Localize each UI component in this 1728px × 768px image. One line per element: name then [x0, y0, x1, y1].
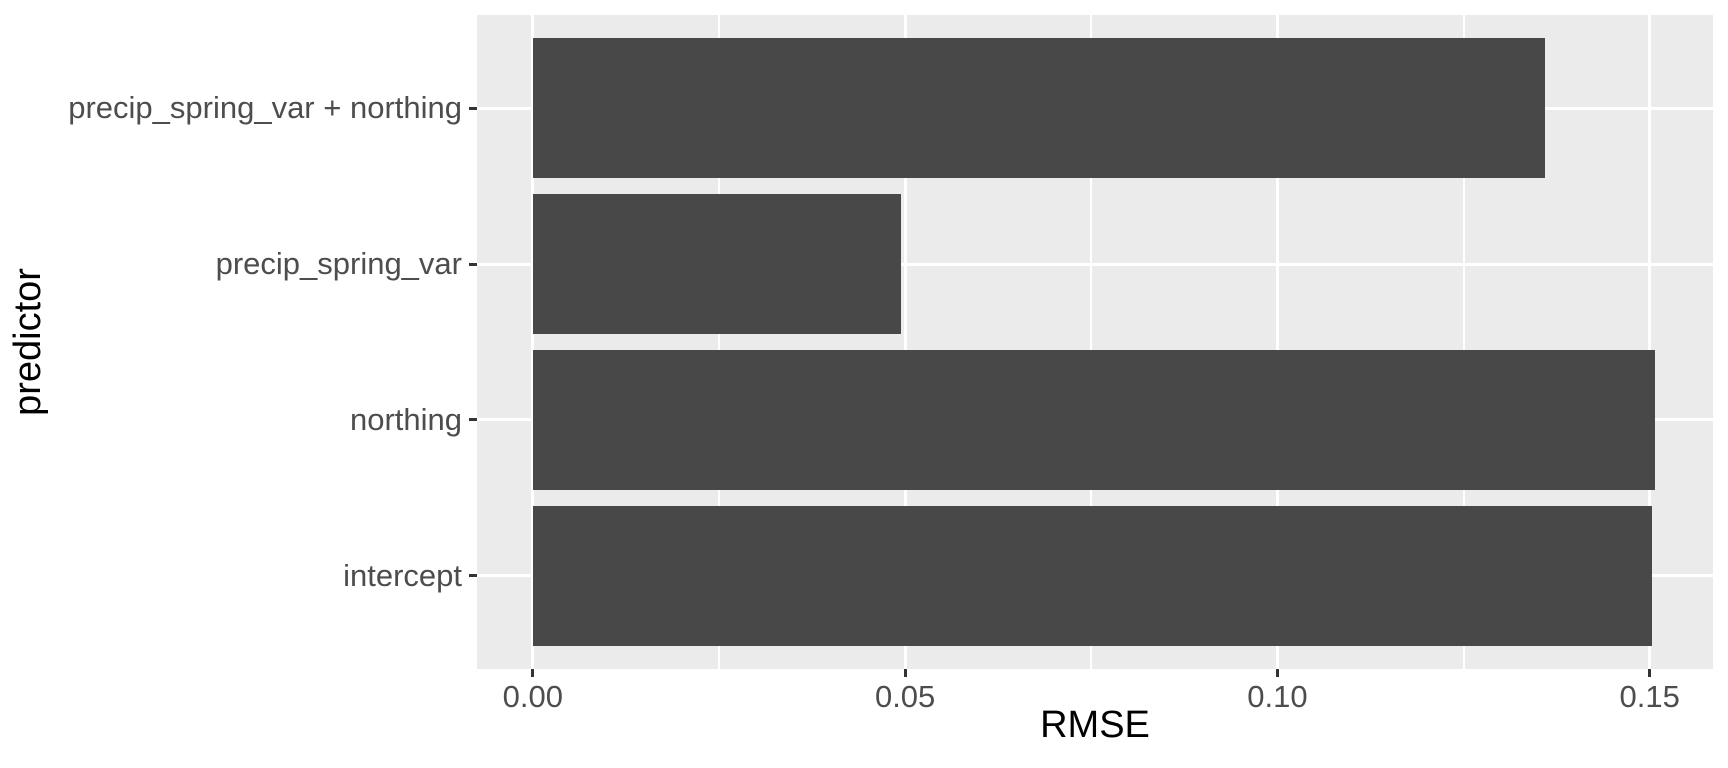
- gridline-minor-vertical: [1090, 15, 1093, 669]
- gridline-minor-vertical: [717, 15, 720, 669]
- y-axis-category-label: precip_spring_var: [215, 246, 462, 282]
- x-axis-tick-label: 0.15: [1619, 679, 1680, 714]
- y-axis-tick: [469, 106, 477, 110]
- x-axis-tick: [1275, 669, 1279, 677]
- x-axis-tick: [903, 669, 907, 677]
- y-axis-category-label: intercept: [343, 557, 462, 593]
- x-axis-tick: [1648, 669, 1652, 677]
- y-axis-tick: [469, 262, 477, 266]
- y-axis-tick: [469, 574, 477, 578]
- y-axis-category-label: northing: [349, 401, 462, 437]
- bar: [532, 38, 1546, 179]
- gridline-major-vertical: [903, 15, 907, 669]
- gridline-major-horizontal: [477, 262, 1713, 266]
- bar: [532, 349, 1655, 490]
- gridline-major-vertical: [1648, 15, 1652, 669]
- gridline-minor-vertical: [1462, 15, 1465, 669]
- gridline-major-vertical: [531, 15, 535, 669]
- x-axis-tick-label: 0.05: [874, 679, 936, 714]
- gridline-major-vertical: [1275, 15, 1279, 669]
- bar: [532, 505, 1652, 646]
- x-axis-title: RMSE: [1040, 704, 1150, 746]
- y-axis-category-label: precip_spring_var + northing: [68, 90, 462, 126]
- x-axis-tick-label: 0.10: [1247, 679, 1308, 714]
- y-axis-title: predictor: [7, 268, 49, 416]
- x-axis-tick: [531, 669, 535, 677]
- plot-panel: [477, 15, 1713, 669]
- y-axis-tick: [469, 418, 477, 422]
- x-axis-tick-label: 0.00: [502, 679, 563, 714]
- bar: [532, 194, 902, 335]
